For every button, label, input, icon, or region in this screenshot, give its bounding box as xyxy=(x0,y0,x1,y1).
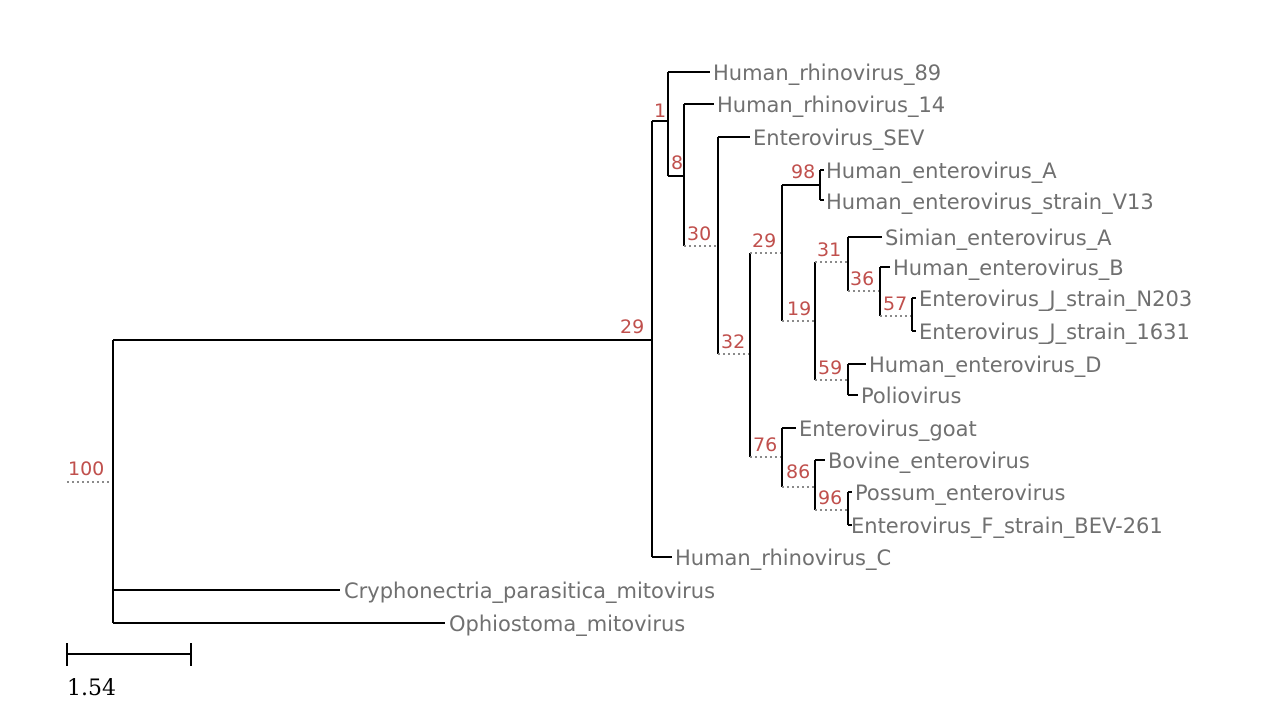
node-57: 57 xyxy=(883,293,916,332)
node-8: 8 xyxy=(671,103,718,247)
support-label-96: 96 xyxy=(818,487,842,509)
leaf-label-poliovirus: Poliovirus xyxy=(861,384,961,408)
node-30: 30 xyxy=(687,136,750,355)
node-19: 19 xyxy=(787,261,848,381)
support-label-31: 31 xyxy=(817,239,841,261)
node-96: 96 xyxy=(818,487,852,526)
node-1: 1 xyxy=(654,71,710,177)
scale-bar-label: 1.54 xyxy=(67,676,116,701)
leaf-label-human-rhinovirus-14: Human_rhinovirus_14 xyxy=(717,93,945,118)
node-29-inner: 29 xyxy=(752,184,820,322)
leaf-label-enterovirus-j-strain-1631: Enterovirus_J_strain_1631 xyxy=(919,320,1190,345)
node-31: 31 xyxy=(817,236,882,292)
leaf-label-cryphonectria-parasitica-mitovirus: Cryphonectria_parasitica_mitovirus xyxy=(344,579,715,604)
node-59: 59 xyxy=(818,357,866,396)
support-label-59: 59 xyxy=(818,357,842,379)
support-label-29a: 29 xyxy=(620,316,644,338)
leaf-label-human-rhinovirus-89: Human_rhinovirus_89 xyxy=(713,61,941,86)
support-label-19: 19 xyxy=(787,298,811,320)
node-32: 32 xyxy=(721,252,782,458)
leaf-label-ophiostoma-mitovirus: Ophiostoma_mitovirus xyxy=(449,612,685,637)
node-29-ingroup: 29 xyxy=(620,120,672,558)
support-label-29b: 29 xyxy=(752,230,776,252)
leaf-label-human-rhinovirus-c: Human_rhinovirus_C xyxy=(675,546,891,571)
node-98: 98 xyxy=(791,161,824,201)
scale-bar: 1.54 xyxy=(66,643,192,701)
node-86: 86 xyxy=(786,459,848,511)
leaf-label-bovine-enterovirus: Bovine_enterovirus xyxy=(828,449,1030,474)
leaf-label-human-enterovirus-b: Human_enterovirus_B xyxy=(893,256,1124,281)
support-label-86: 86 xyxy=(786,461,810,483)
support-label-76: 76 xyxy=(753,434,777,456)
leaf-label-human-enterovirus-strain-v13: Human_enterovirus_strain_V13 xyxy=(826,190,1154,215)
leaf-label-enterovirus-sev: Enterovirus_SEV xyxy=(753,126,925,151)
support-label-36: 36 xyxy=(850,268,874,290)
support-label-57: 57 xyxy=(883,293,907,315)
leaf-label-enterovirus-j-strain-n203: Enterovirus_J_strain_N203 xyxy=(919,287,1192,312)
support-label-1: 1 xyxy=(654,100,666,122)
leaf-label-human-enterovirus-a: Human_enterovirus_A xyxy=(826,159,1057,184)
support-label-32: 32 xyxy=(721,331,745,353)
leaf-label-possum-enterovirus: Possum_enterovirus xyxy=(855,481,1065,506)
support-label-8: 8 xyxy=(671,152,683,174)
leaf-label-enterovirus-f-strain-bev-261: Enterovirus_F_strain_BEV-261 xyxy=(851,514,1163,539)
leaf-label-enterovirus-goat: Enterovirus_goat xyxy=(799,417,977,442)
support-label-root: 100 xyxy=(68,458,104,480)
leaf-label-human-enterovirus-d: Human_enterovirus_D xyxy=(869,353,1101,378)
root-node: 100 xyxy=(67,339,652,624)
support-label-98: 98 xyxy=(791,161,815,183)
node-36: 36 xyxy=(850,266,912,317)
support-label-30: 30 xyxy=(687,223,711,245)
node-76: 76 xyxy=(753,427,815,488)
leaf-label-simian-enterovirus-a: Simian_enterovirus_A xyxy=(885,226,1112,251)
